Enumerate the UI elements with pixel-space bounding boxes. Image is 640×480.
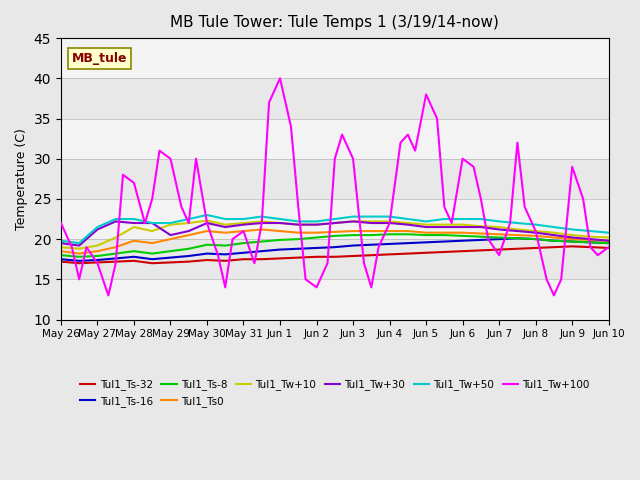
- Text: MB_tule: MB_tule: [72, 52, 127, 65]
- Bar: [61, 279, 609, 320]
- Title: MB Tule Tower: Tule Temps 1 (3/19/14-now): MB Tule Tower: Tule Temps 1 (3/19/14-now…: [170, 15, 499, 30]
- Y-axis label: Temperature (C): Temperature (C): [15, 128, 28, 230]
- Bar: [61, 38, 609, 78]
- Bar: [61, 119, 609, 159]
- Bar: [61, 199, 609, 239]
- Legend: Tul1_Ts-32, Tul1_Ts-16, Tul1_Ts-8, Tul1_Ts0, Tul1_Tw+10, Tul1_Tw+30, Tul1_Tw+50,: Tul1_Ts-32, Tul1_Ts-16, Tul1_Ts-8, Tul1_…: [76, 375, 594, 411]
